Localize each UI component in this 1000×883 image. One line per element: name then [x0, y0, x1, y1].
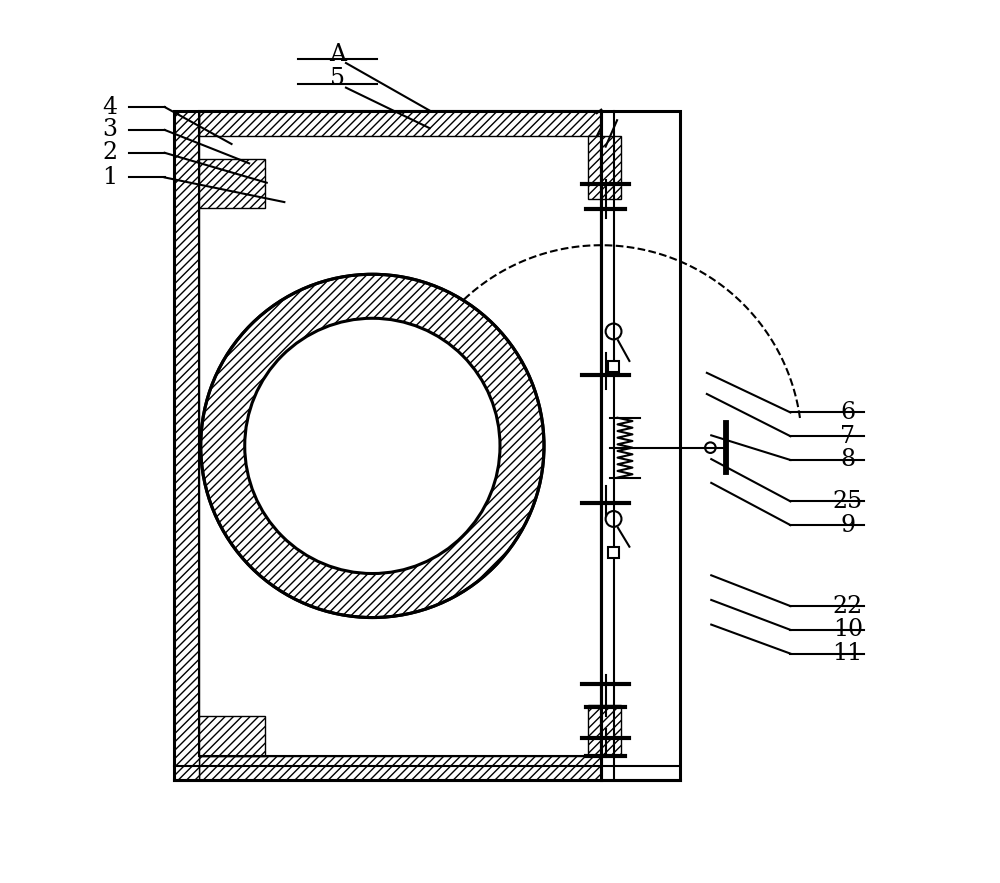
Text: 8: 8 [840, 449, 855, 472]
Text: 22: 22 [833, 594, 863, 617]
Bar [601, 111, 680, 781]
Bar [174, 111, 199, 781]
Text: 9: 9 [840, 514, 855, 537]
Circle shape [201, 275, 544, 617]
Bar [199, 111, 601, 136]
Bar [588, 705, 621, 756]
Bar [588, 136, 621, 200]
Bar [174, 111, 601, 781]
Text: 11: 11 [833, 642, 863, 665]
Text: A: A [329, 42, 346, 65]
Bar [199, 756, 601, 781]
Bar [199, 716, 265, 756]
Text: 2: 2 [102, 141, 118, 164]
Text: 5: 5 [330, 67, 345, 90]
Text: 10: 10 [833, 618, 863, 641]
Text: 3: 3 [103, 118, 118, 141]
Text: 4: 4 [102, 95, 118, 118]
Bar [608, 547, 619, 558]
Text: 7: 7 [840, 425, 855, 448]
Text: 25: 25 [833, 490, 863, 513]
Text: 6: 6 [840, 401, 855, 424]
Text: 1: 1 [102, 166, 118, 189]
Bar [199, 159, 265, 208]
Bar [608, 361, 619, 373]
Circle shape [245, 318, 500, 574]
Bar [199, 111, 601, 756]
